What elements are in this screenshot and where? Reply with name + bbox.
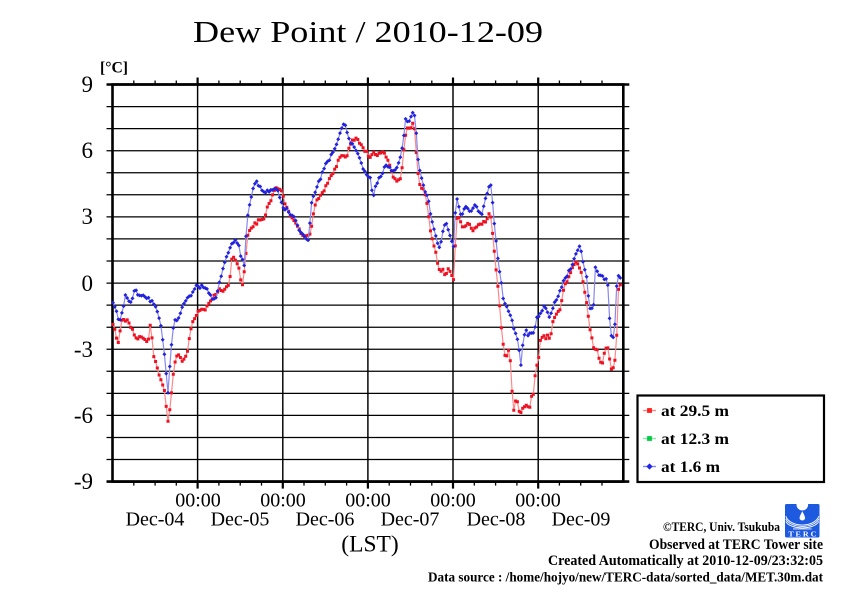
svg-text:Dec-05: Dec-05 xyxy=(211,509,270,531)
svg-text:[°C]: [°C] xyxy=(100,60,128,77)
svg-text:at 1.6 m: at 1.6 m xyxy=(661,459,721,476)
svg-text:00:00: 00:00 xyxy=(175,490,221,512)
svg-text:©TERC, Univ. Tsukuba: ©TERC, Univ. Tsukuba xyxy=(663,519,780,534)
svg-text:00:00: 00:00 xyxy=(345,490,391,512)
svg-text:00:00: 00:00 xyxy=(260,490,306,512)
svg-text:Observed at TERC Tower site: Observed at TERC Tower site xyxy=(649,537,824,553)
svg-text:0: 0 xyxy=(82,271,94,296)
svg-text:Dec-08: Dec-08 xyxy=(467,509,526,531)
svg-text:Dec-07: Dec-07 xyxy=(381,509,440,531)
svg-text:Created Automatically at 2010-: Created Automatically at 2010-12-09/23:3… xyxy=(548,553,823,569)
svg-text:Dec-04: Dec-04 xyxy=(126,509,185,531)
svg-text:at 12.3 m: at 12.3 m xyxy=(661,431,730,448)
svg-text:Dec-06: Dec-06 xyxy=(296,509,355,531)
svg-text:T E R C: T E R C xyxy=(788,530,816,539)
svg-text:00:00: 00:00 xyxy=(430,490,476,512)
svg-text:Dec-09: Dec-09 xyxy=(552,509,611,531)
svg-text:9: 9 xyxy=(82,72,94,97)
svg-text:6: 6 xyxy=(82,138,94,163)
svg-text:Dew Point / 2010-12-09: Dew Point / 2010-12-09 xyxy=(193,14,543,49)
svg-text:00:00: 00:00 xyxy=(515,490,561,512)
svg-text:at 29.5 m: at 29.5 m xyxy=(661,403,730,420)
svg-text:3: 3 xyxy=(82,204,94,229)
svg-text:-3: -3 xyxy=(74,337,93,362)
svg-text:Data source : /home/hojyo/new/: Data source : /home/hojyo/new/TERC-data/… xyxy=(428,571,823,586)
svg-text:-6: -6 xyxy=(74,403,93,428)
svg-text:-9: -9 xyxy=(74,469,93,494)
svg-text:(LST): (LST) xyxy=(341,532,398,558)
